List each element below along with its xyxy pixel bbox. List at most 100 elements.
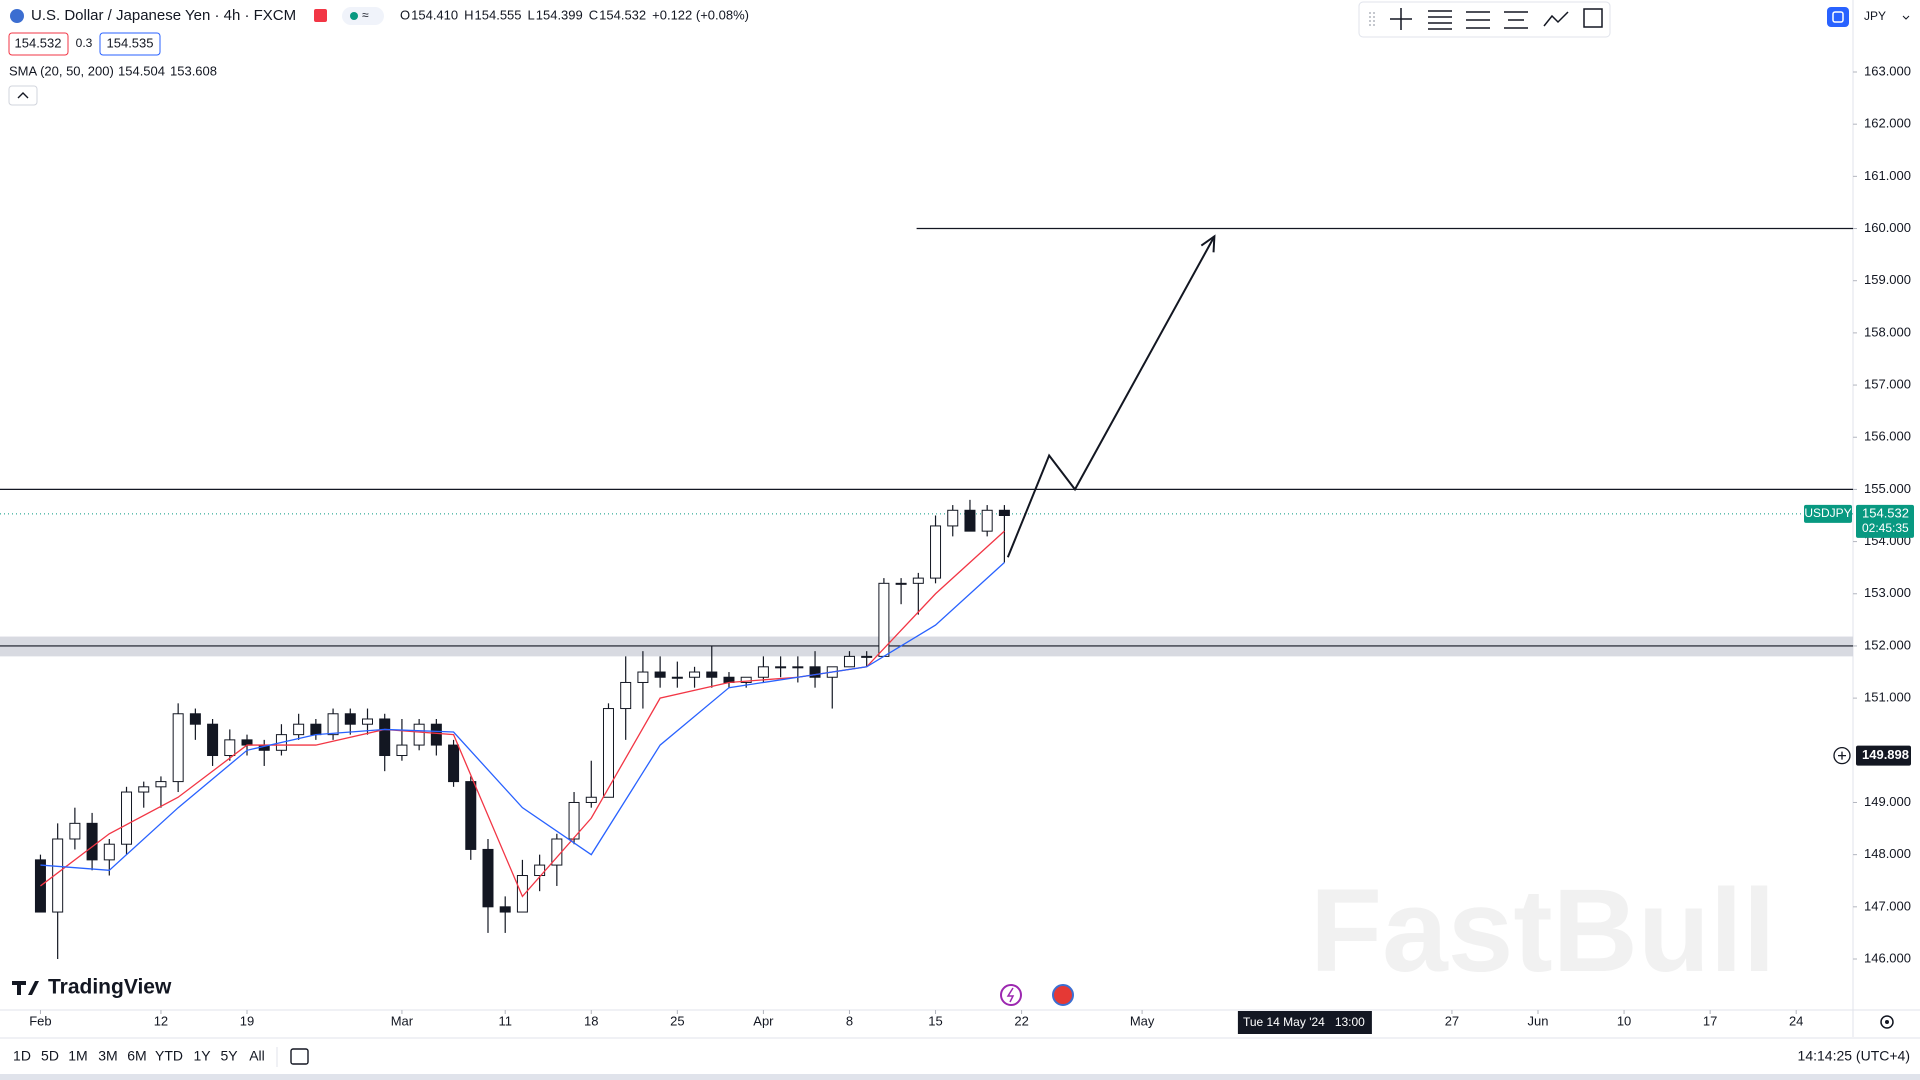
prediction-tool[interactable] [1543,11,1569,27]
pattern-tool[interactable] [1504,11,1528,29]
x-tick-label: 27 [1445,1013,1459,1028]
symbol-title[interactable]: U.S. Dollar / Japanese Yen · 4h · FXCM [31,7,296,24]
crosshair-price: 149.898 [1862,747,1909,762]
candle-body [981,509,993,532]
y-tick-label: 149.000 [1864,794,1911,809]
candle-body [964,509,976,532]
countdown: 02:45:35 [1862,521,1909,535]
range-button[interactable]: 5D [41,1048,59,1064]
y-tick-label: 153.000 [1864,585,1911,600]
sync-button[interactable] [1827,7,1849,27]
x-tick-label: 22 [1014,1013,1028,1028]
settings-icon[interactable] [1880,1015,1894,1029]
y-tick-label: 161.000 [1864,168,1911,183]
x-tick-label: 25 [670,1013,684,1028]
ask-box[interactable] [99,32,161,56]
y-tick-label: 146.000 [1864,950,1911,965]
range-button[interactable]: All [249,1048,265,1064]
change: +0.122 (+0.08%) [652,7,749,22]
ask[interactable]: 154.535 [107,35,154,50]
candle-body [947,509,959,527]
candle-body [843,655,855,668]
candle-body [740,676,752,683]
candle-body [585,796,597,803]
date-range-icon[interactable] [290,1048,309,1065]
logo-text[interactable]: TradingView [48,976,172,999]
symbol-tag [1804,504,1852,523]
fib-tool[interactable] [1466,11,1490,29]
x-tick-label: 17 [1703,1013,1717,1028]
candle-body [637,671,649,683]
range-button[interactable]: YTD [155,1048,183,1064]
x-tick-label: 18 [584,1013,598,1028]
y-tick-label: 148.000 [1864,846,1911,861]
collapse-button[interactable] [8,85,38,106]
x-tick-label: Apr [753,1013,774,1028]
time-tag-box [1237,1011,1372,1034]
event-glyph [1006,987,1015,1003]
range-button[interactable]: 1Y [193,1048,211,1064]
range-button[interactable]: 3M [98,1048,117,1064]
x-tick-label: 10 [1617,1013,1631,1028]
candle-body [52,838,64,913]
sma-line [40,561,1005,871]
candle-body [121,791,133,845]
alert-icon[interactable] [314,9,327,22]
y-tick-label: 163.000 [1864,63,1911,78]
candle-body [293,723,305,736]
range-button[interactable]: 1M [68,1048,87,1064]
candle-body [620,681,632,710]
candle-body [861,655,873,658]
status-badge [342,7,384,25]
candle-body [809,666,821,678]
bid[interactable]: 154.532 [15,35,62,50]
chevron-icon [17,92,29,99]
x-tick-label: 11 [498,1013,512,1028]
candle-body [499,906,511,913]
market-open-dot [350,12,358,20]
ohlc-value: 154.532 [599,7,646,22]
candle-body [895,582,907,585]
crosshair-tool[interactable] [1390,8,1412,30]
candle-body [86,822,98,861]
event-icon[interactable] [1000,984,1022,1006]
y-tick-label: 152.000 [1864,637,1911,652]
candle-body [671,676,683,679]
country-event-icon[interactable] [1052,984,1074,1006]
sma-line [40,530,1005,898]
clock[interactable]: 14:14:25 (UTC+4) [1798,1048,1910,1064]
flag-icon [10,9,24,23]
candle-body [327,713,339,736]
candle-body [138,786,150,793]
currency-dropdown[interactable] [1856,5,1916,30]
candle-body [930,525,942,579]
candle-body [568,801,580,840]
candle-body [172,713,184,783]
candle-body [241,739,253,746]
ohlc-key: L [528,7,535,22]
range-button[interactable]: 6M [127,1048,146,1064]
x-tick-label: 15 [928,1013,942,1028]
currency[interactable]: JPY [1864,9,1886,23]
bid-box[interactable] [8,32,69,56]
shape-tool[interactable] [1583,8,1603,28]
sync-icon [1832,11,1844,23]
lines-tool[interactable] [1428,10,1452,30]
range-button[interactable]: 5Y [220,1048,238,1064]
candle-body [379,718,391,757]
range-button[interactable]: 1D [13,1048,31,1064]
y-tick-label: 160.000 [1864,220,1911,235]
x-tick-label: 19 [240,1013,254,1028]
ohlc-value: 154.410 [411,7,458,22]
last-price: 154.532 [1862,505,1909,520]
indicator-name[interactable]: SMA (20, 50, 200) [9,63,114,78]
candle-body [396,744,408,757]
x-tick-label: Jun [1528,1013,1549,1028]
logo-icon [12,981,39,995]
y-tick-label: 157.000 [1864,376,1911,391]
candle-body [689,671,701,678]
dropdown-arrow [1902,15,1910,20]
drawing-tools [1369,8,1603,30]
candle-body [757,666,769,678]
